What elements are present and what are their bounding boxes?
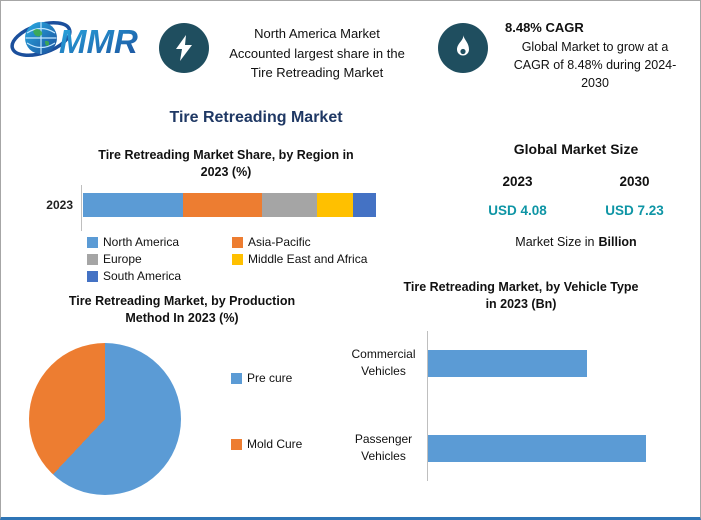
- region-legend-item-4: South America: [87, 269, 232, 283]
- cagr-card-line: Global Market to grow at a: [521, 39, 669, 54]
- header-card-share: North America Market Accounted largest s…: [217, 24, 417, 83]
- region-legend: North America Asia-Pacific Europe Middle Ea…: [87, 235, 397, 283]
- share-card-line: North America Market: [254, 26, 380, 41]
- production-chart-title-line: Tire Retreading Market, by Production: [68, 294, 296, 308]
- globe-continents: [33, 29, 50, 46]
- vehicle-chart-title-line: Tire Retreading Market, by Vehicle Type: [403, 280, 639, 294]
- region-chart-title-line: Tire Retreading Market Share, by Region …: [98, 148, 354, 162]
- legend-swatch-icon: [231, 438, 242, 450]
- flame-glyph: [457, 35, 469, 56]
- market-size-title: Global Market Size: [513, 141, 639, 157]
- vehicle-bar-0: [428, 349, 587, 377]
- region-chart-category-label: 2023: [46, 198, 73, 212]
- page-title: Tire Retreading Market: [169, 109, 343, 126]
- cagr-card-line: 2030: [581, 76, 609, 91]
- legend-label: Asia-Pacific: [248, 235, 311, 249]
- region-legend-item-3: Middle East and Africa: [232, 252, 397, 266]
- cagr-card-line: CAGR of 8.48% during 2024-: [513, 57, 677, 72]
- mmr-logo: MMR: [9, 9, 151, 71]
- legend-label: Mold Cure: [247, 437, 303, 451]
- market-size-year-2030: 2030: [619, 174, 650, 189]
- market-size-values: USD 4.08 USD 7.23: [459, 203, 693, 218]
- legend-label: Europe: [103, 252, 142, 266]
- lightning-bolt-glyph: [176, 35, 192, 61]
- vehicle-row-1: Passenger Vehicles: [341, 418, 691, 478]
- region-bar-segment-3: [317, 193, 353, 217]
- legend-swatch-icon: [231, 372, 242, 384]
- vehicle-chart-title: Tire Retreading Market, by Vehicle Type …: [353, 279, 689, 313]
- flame-icon: [438, 23, 488, 73]
- market-size-note-prefix: Market Size in: [515, 235, 595, 249]
- legend-label: Middle East and Africa: [248, 252, 368, 266]
- header-card-cagr: 8.48% CAGR Global Market to grow at a CA…: [495, 19, 695, 92]
- globe-grid-lines: [25, 22, 57, 54]
- legend-swatch-icon: [87, 236, 98, 248]
- region-legend-item-0: North America: [87, 235, 232, 249]
- region-bar-segment-1: [182, 193, 262, 217]
- share-card-line: Accounted largest share in the: [229, 45, 405, 61]
- vehicle-chart-y-axis: [427, 331, 428, 481]
- market-size-note-unit: Billion: [598, 235, 637, 249]
- production-pie-chart: [29, 343, 181, 495]
- production-chart-title: Tire Retreading Market, by Production Me…: [29, 293, 335, 327]
- vehicle-category-label: Passenger Vehicles: [354, 431, 413, 463]
- legend-swatch-icon: [232, 253, 243, 265]
- market-size-year-2023: 2023: [502, 174, 533, 189]
- market-size-value-2023: USD 4.08: [488, 203, 547, 218]
- region-legend-item-1: Asia-Pacific: [232, 235, 397, 249]
- production-legend-item-1: Mold Cure: [231, 437, 302, 451]
- market-size-years: 2023 2030: [459, 174, 693, 189]
- legend-swatch-icon: [87, 270, 98, 282]
- vehicle-bar-rows: Commercial Vehicles Passenger Vehicles: [341, 333, 691, 478]
- vehicle-category-label: Commercial Vehicles: [351, 346, 416, 378]
- vehicle-bar-1: [428, 434, 646, 462]
- vehicle-chart-title-line: in 2023 (Bn): [485, 296, 557, 311]
- legend-label: Pre cure: [247, 371, 293, 385]
- lightning-icon: [159, 23, 209, 73]
- region-bar-segment-2: [261, 193, 318, 217]
- region-chart-title-line: 2023 (%): [200, 164, 252, 179]
- legend-swatch-icon: [232, 236, 243, 248]
- share-card-line: Tire Retreading Market: [250, 65, 384, 80]
- market-size-note: Market Size in Billion: [459, 235, 693, 249]
- region-chart-y-axis: [81, 185, 82, 231]
- legend-label: South America: [103, 269, 182, 283]
- region-bar-segment-4: [352, 193, 376, 217]
- logo-text: MMR: [59, 23, 138, 60]
- region-chart-title: Tire Retreading Market Share, by Region …: [41, 147, 411, 181]
- region-bar-segment-0: [83, 193, 183, 217]
- cagr-card-title: 8.48% CAGR: [505, 20, 584, 35]
- market-size-value-2030: USD 7.23: [605, 203, 664, 218]
- legend-label: North America: [103, 235, 180, 249]
- production-legend-item-0: Pre cure: [231, 371, 302, 385]
- region-stacked-bar: [83, 193, 376, 217]
- legend-swatch-icon: [87, 253, 98, 265]
- production-chart-title-line: Method In 2023 (%): [125, 310, 239, 325]
- production-legend: Pre cure Mold Cure: [231, 371, 302, 451]
- region-legend-item-2: Europe: [87, 252, 232, 266]
- mmr-logo-graphic: MMR: [10, 21, 138, 60]
- vehicle-row-0: Commercial Vehicles: [341, 333, 691, 393]
